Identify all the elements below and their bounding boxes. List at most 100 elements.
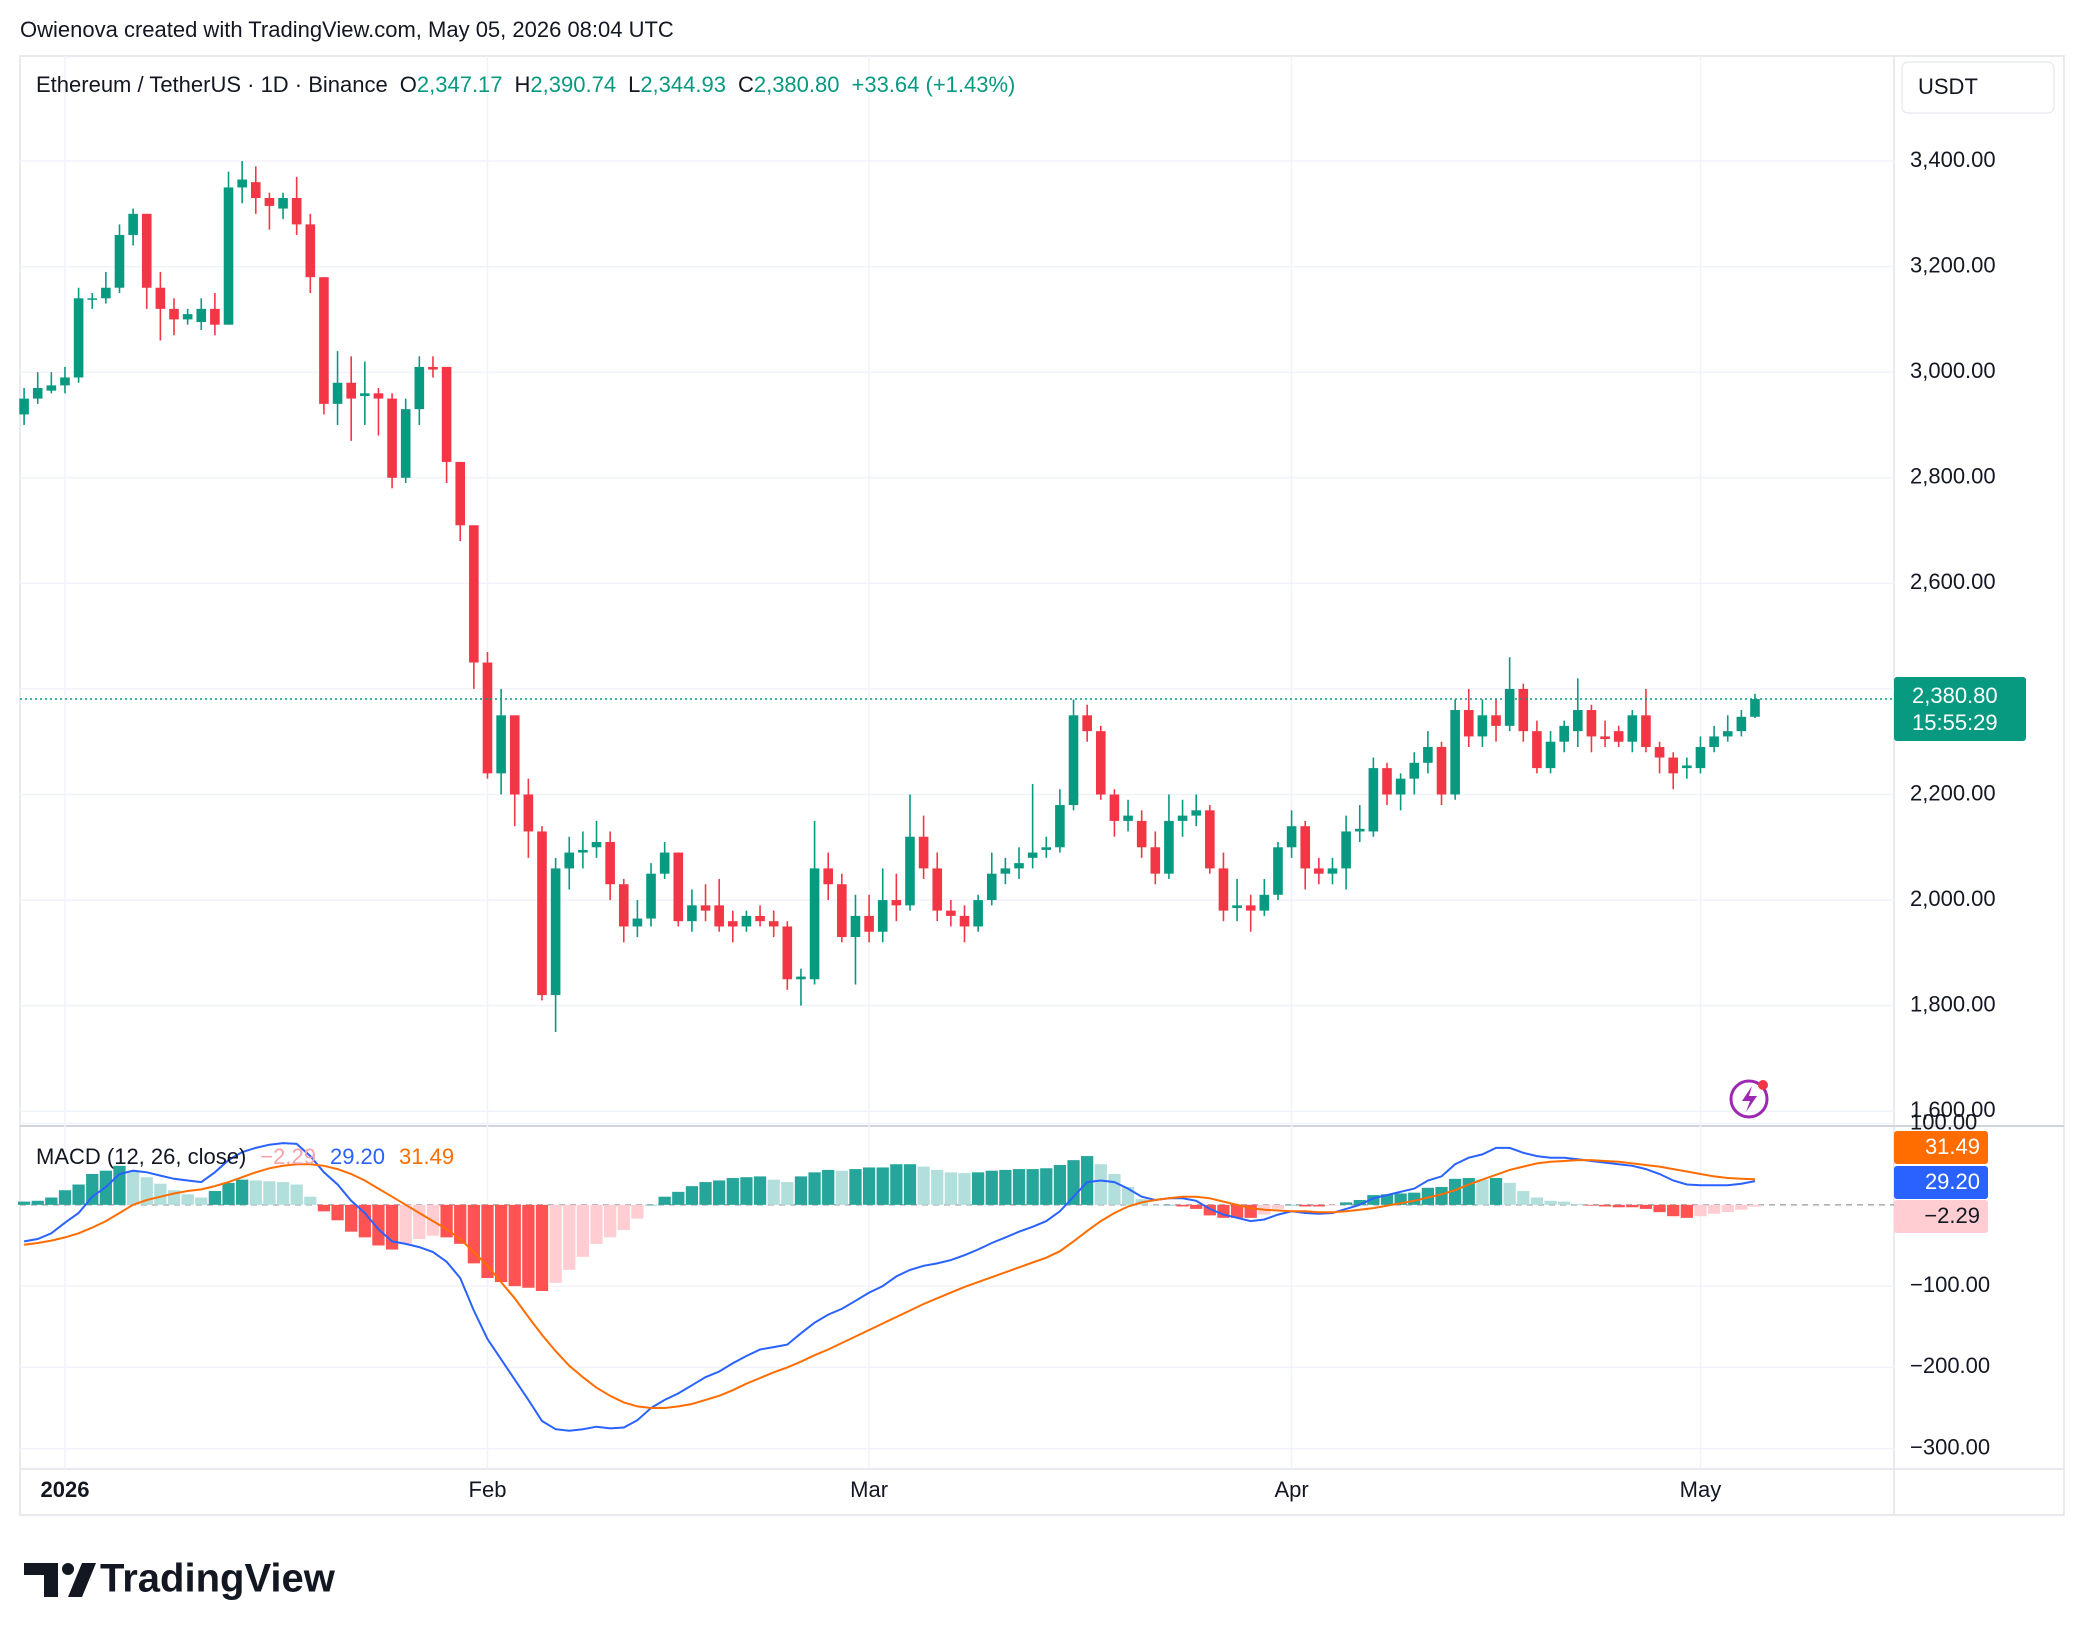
histogram-bar bbox=[1176, 1204, 1189, 1207]
candle-body bbox=[1641, 715, 1651, 747]
alert-ring[interactable] bbox=[1729, 1079, 1769, 1119]
histogram-bar bbox=[494, 1204, 508, 1283]
candle-body bbox=[1559, 725, 1569, 742]
alert-bolt[interactable] bbox=[1742, 1086, 1757, 1112]
candle-body bbox=[1545, 741, 1556, 769]
alert-icon[interactable] bbox=[1729, 1079, 1769, 1119]
time-label: 2026 bbox=[40, 1477, 89, 1502]
chart-frame bbox=[19, 55, 2065, 1516]
candle-body bbox=[1477, 715, 1488, 737]
ohlc-key: H bbox=[515, 72, 531, 97]
candle-body bbox=[482, 662, 493, 774]
ohlc-value: 2,390.74 bbox=[530, 72, 616, 97]
histogram-bar bbox=[1326, 1204, 1339, 1206]
candle-body bbox=[1055, 805, 1065, 848]
histogram-bar bbox=[1394, 1193, 1407, 1205]
candle-body bbox=[60, 377, 70, 386]
candle-body bbox=[564, 852, 575, 869]
candle-body bbox=[128, 213, 138, 235]
histogram-bar bbox=[195, 1197, 208, 1205]
candle-body bbox=[250, 182, 261, 198]
candle-body bbox=[155, 287, 166, 309]
candle-body bbox=[1205, 810, 1215, 869]
signal-line bbox=[23, 1159, 1756, 1409]
candle-body bbox=[837, 884, 847, 938]
logo-slash bbox=[68, 1563, 96, 1597]
candle-body bbox=[1436, 746, 1447, 795]
candle-body bbox=[1491, 715, 1501, 726]
candle-body bbox=[46, 385, 57, 391]
histogram-bar bbox=[535, 1204, 549, 1291]
histogram-bar bbox=[1285, 1204, 1298, 1206]
histogram-bar bbox=[890, 1164, 903, 1205]
histogram-bar bbox=[45, 1197, 58, 1205]
macd-value-tag bbox=[1894, 1131, 1988, 1164]
ohlc-key: O bbox=[400, 72, 417, 97]
candle-body bbox=[714, 905, 724, 927]
price-tick-label: 2,800.00 bbox=[1910, 464, 1996, 489]
candle-body bbox=[1327, 868, 1338, 874]
candle-body bbox=[1014, 863, 1024, 869]
marks bbox=[17, 161, 1894, 1432]
histogram-bar bbox=[345, 1204, 358, 1232]
histogram-bar bbox=[1053, 1165, 1067, 1205]
candle-body bbox=[618, 884, 629, 927]
candle-body bbox=[441, 366, 452, 462]
macd-tick-label: −100.00 bbox=[1910, 1272, 1990, 1297]
histogram-bar bbox=[931, 1169, 944, 1205]
currency[interactable]: USDT bbox=[1918, 74, 1978, 99]
histogram-bar bbox=[672, 1191, 685, 1205]
histogram-bar bbox=[1653, 1204, 1666, 1213]
candle-body bbox=[1109, 794, 1120, 821]
histogram-bar bbox=[1598, 1204, 1612, 1207]
candle-body bbox=[1600, 736, 1610, 740]
candle-body bbox=[414, 366, 425, 410]
histogram-bar bbox=[999, 1169, 1012, 1205]
candle-body bbox=[455, 461, 466, 526]
candle-body bbox=[87, 298, 98, 300]
histogram-bar bbox=[1026, 1169, 1039, 1205]
histogram-bar bbox=[1667, 1204, 1680, 1217]
candle-body bbox=[550, 868, 561, 996]
candle-body bbox=[360, 393, 370, 396]
candle-body bbox=[1000, 868, 1011, 874]
histogram-bar bbox=[263, 1181, 276, 1205]
candle-body bbox=[523, 794, 534, 832]
candle-body bbox=[1395, 778, 1406, 795]
candle-body bbox=[728, 921, 738, 927]
candle-body bbox=[101, 287, 111, 299]
histogram-bar bbox=[467, 1204, 480, 1264]
candle-body bbox=[646, 873, 656, 919]
logo-dot bbox=[62, 1563, 74, 1575]
candle-body bbox=[1722, 731, 1733, 737]
histogram-bar bbox=[58, 1190, 72, 1205]
macd-value-tag-label: 29.20 bbox=[1925, 1169, 1980, 1194]
histogram-bar bbox=[1639, 1204, 1653, 1209]
candle-body bbox=[659, 852, 670, 874]
currency-button[interactable] bbox=[1901, 61, 2055, 114]
candle-body bbox=[905, 836, 915, 906]
candle-body bbox=[1695, 746, 1706, 769]
candle-body bbox=[1341, 831, 1351, 869]
histogram-bar bbox=[1503, 1182, 1516, 1205]
axes: 2026 Feb Mar Apr May 1,600.00 1,800.00 2,000.00… bbox=[40, 147, 2026, 1502]
histogram-bar bbox=[876, 1167, 889, 1205]
candle-body bbox=[946, 910, 956, 916]
candle-body bbox=[823, 868, 834, 885]
candle-body bbox=[305, 224, 316, 278]
histogram-bar bbox=[644, 1204, 658, 1206]
price-tick-label: 3,400.00 bbox=[1910, 147, 1996, 172]
histogram-bar bbox=[249, 1180, 262, 1205]
series-legend-value: 29.20 bbox=[330, 1144, 385, 1169]
histogram-bar bbox=[1558, 1201, 1571, 1205]
candle-body bbox=[237, 179, 247, 188]
histogram-bar bbox=[1230, 1204, 1244, 1218]
candle-body bbox=[428, 366, 438, 370]
histogram-bar bbox=[767, 1179, 780, 1205]
candle-body bbox=[1654, 746, 1665, 758]
candle-body bbox=[1164, 820, 1174, 874]
alert-dot[interactable] bbox=[1758, 1080, 1768, 1090]
macd-tick-label: −200.00 bbox=[1910, 1353, 1990, 1378]
candle-body bbox=[1123, 815, 1133, 821]
candle-body bbox=[1177, 815, 1188, 821]
